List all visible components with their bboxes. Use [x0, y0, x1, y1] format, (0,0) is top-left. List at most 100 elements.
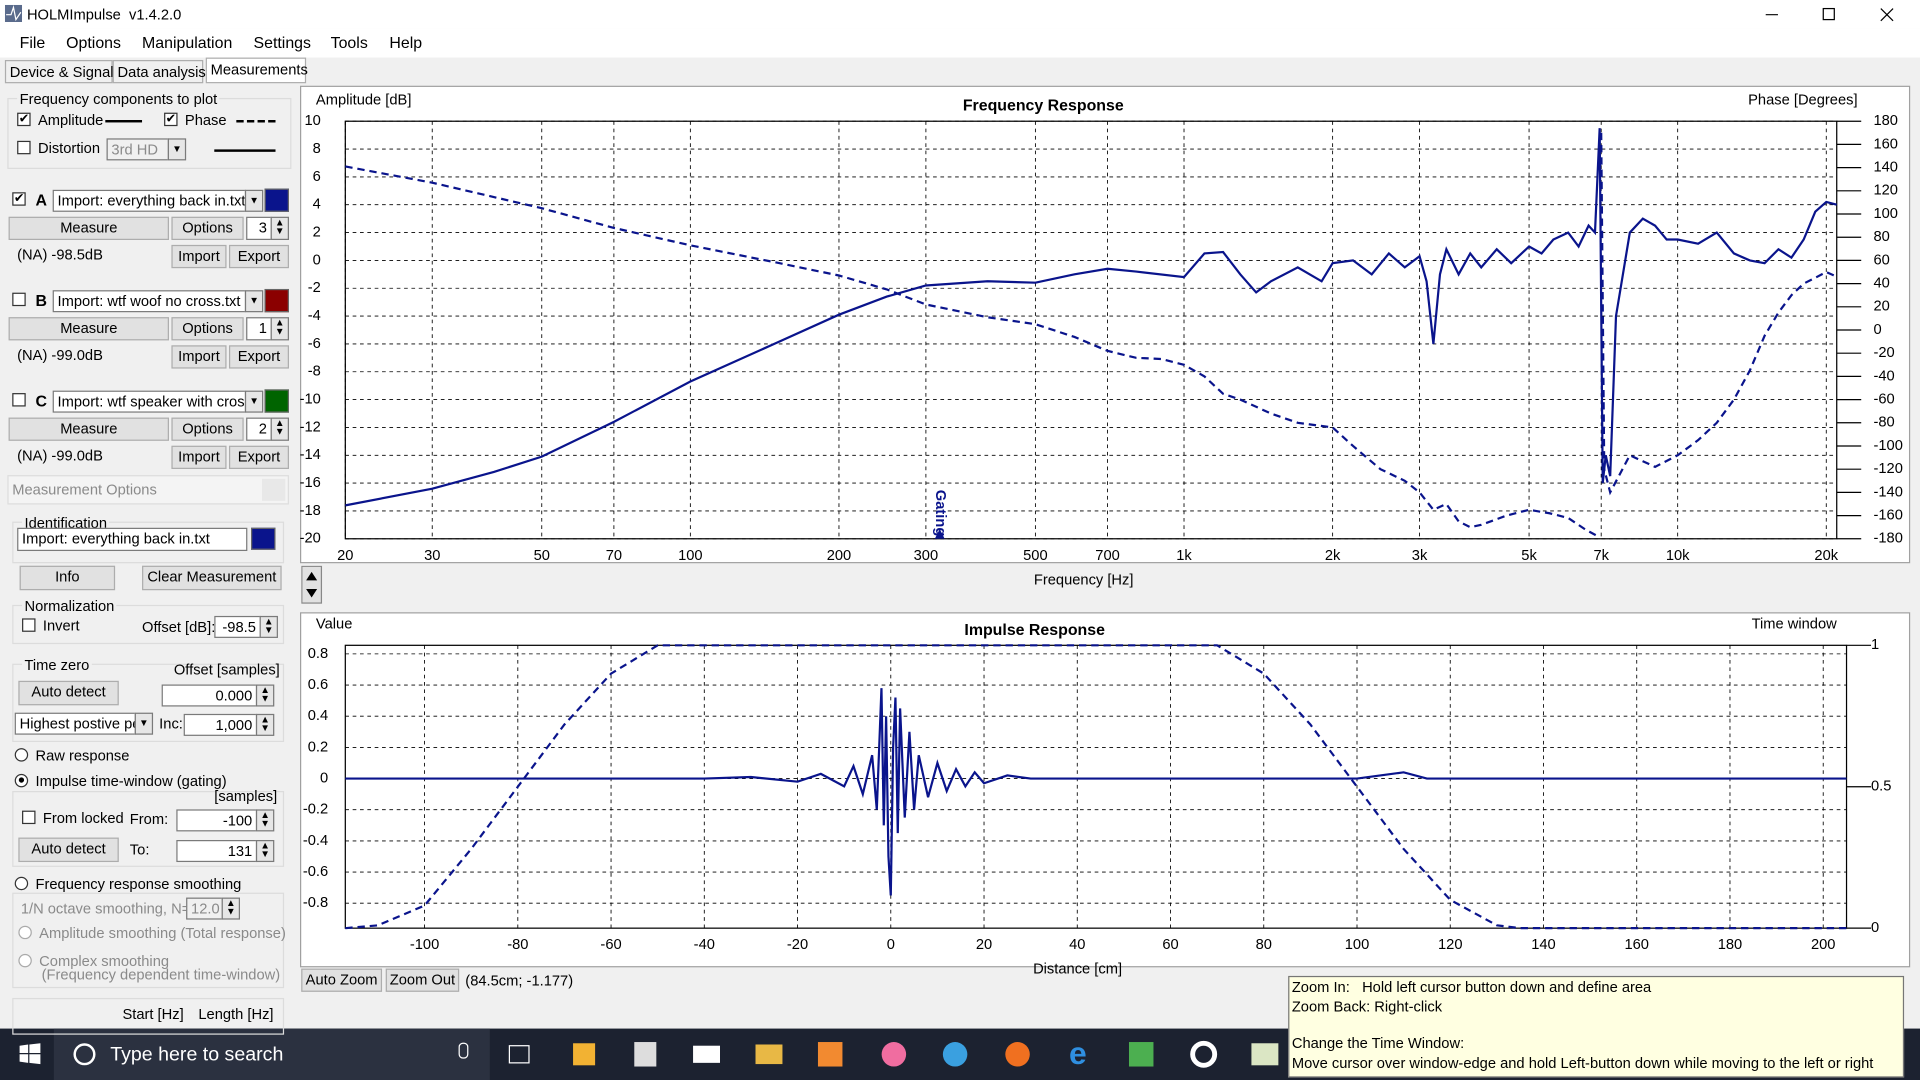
menu-item[interactable]: Help — [389, 33, 423, 52]
phase-check[interactable]: Phase — [184, 111, 227, 129]
count-spin-arrow[interactable]: ▲ ▼ — [270, 317, 289, 341]
auto-detect-button[interactable]: Auto detect — [18, 680, 119, 706]
amplitude-check[interactable]: Amplitude — [37, 111, 104, 129]
menu-item[interactable]: Options — [66, 33, 121, 52]
amplitude-smoothing-radio-box[interactable] — [18, 925, 32, 940]
options-button[interactable]: Options — [171, 417, 244, 441]
identification-color[interactable] — [251, 527, 276, 550]
clear-button[interactable]: Clear Measurement — [142, 565, 282, 591]
auto-detect-button-2[interactable]: Auto detect — [18, 837, 119, 863]
auto-zoom-button[interactable]: Auto Zoom — [301, 968, 383, 992]
close[interactable] — [1880, 8, 1894, 22]
identification-file[interactable]: Import: everything back in.txt — [17, 527, 248, 552]
export-button[interactable]: Export — [228, 345, 289, 369]
options-button[interactable]: Options — [171, 317, 244, 341]
chart-title: Frequency Response — [963, 98, 1124, 115]
invert-check[interactable]: Invert — [42, 617, 80, 635]
measurement-check-box[interactable] — [12, 292, 26, 307]
time-zero-input[interactable]: 0.000 — [161, 684, 258, 707]
from-input[interactable]: -100 — [176, 809, 258, 832]
measurement-color[interactable] — [264, 389, 289, 413]
search-placeholder[interactable]: Type here to search — [110, 1044, 284, 1066]
count-spin[interactable]: 1 — [246, 317, 272, 341]
smoothing-radio[interactable]: Frequency response smoothing — [35, 875, 242, 893]
complex-smoothing-radio-box[interactable] — [18, 953, 32, 968]
time-zero-input-arrow[interactable]: ▲ ▼ — [255, 684, 275, 707]
to-input-arrow[interactable]: ▲ ▼ — [255, 840, 275, 863]
window-controls — [1765, 7, 1894, 22]
menu-item[interactable]: Tools — [330, 33, 368, 52]
raw-radio-box[interactable] — [14, 748, 29, 762]
zoom-out-button[interactable]: Zoom Out — [385, 968, 460, 992]
menu-item[interactable]: Settings — [253, 33, 312, 52]
count-spin-arrow[interactable]: ▲ ▼ — [270, 417, 289, 441]
splitter-arrows[interactable] — [301, 565, 323, 605]
measure-button[interactable]: Measure — [8, 216, 169, 240]
measurement-file-arrow[interactable]: ▼ — [244, 290, 264, 313]
offset-input[interactable]: -98.5 — [214, 615, 261, 638]
distortion-select-arrow[interactable]: ▼ — [167, 138, 187, 161]
tab-label[interactable]: Measurements — [210, 61, 308, 79]
amplitude-smoothing-radio[interactable]: Amplitude smoothing (Total response) — [39, 924, 286, 942]
raw-radio[interactable]: Raw response — [35, 746, 130, 765]
from-input-arrow[interactable]: ▲ ▼ — [255, 809, 275, 832]
tab-label[interactable]: Data analysis — [117, 63, 206, 81]
octave-input[interactable]: 12.0 — [186, 897, 223, 920]
octave-input-arrow[interactable]: ▲ ▼ — [221, 897, 240, 920]
amplitude-check-box[interactable]: ✔ — [17, 112, 31, 127]
offset-input-arrow[interactable]: ▲ ▼ — [259, 615, 278, 638]
menu-item[interactable]: Manipulation — [142, 33, 233, 52]
app-icon — [4, 4, 23, 23]
measurement-file-arrow[interactable]: ▼ — [244, 390, 264, 413]
tab[interactable] — [112, 60, 204, 84]
phase-check-box[interactable]: ✔ — [164, 112, 178, 127]
measurement-check-box[interactable]: ✔ — [12, 192, 26, 206]
x-axis-label: Distance [cm] — [1033, 962, 1122, 978]
measurement-file[interactable]: Import: everything back in.txt — [52, 189, 247, 212]
import-button[interactable]: Import — [171, 244, 227, 269]
measurement-file[interactable]: Import: wtf speaker with cross.t — [52, 390, 247, 413]
search-box[interactable] — [53, 1028, 490, 1080]
measure-button[interactable]: Measure — [8, 317, 169, 341]
import-button[interactable]: Import — [171, 445, 227, 469]
detect-mode-select-arrow[interactable]: ▼ — [134, 712, 154, 735]
measurement-color[interactable] — [264, 288, 289, 313]
from-locked-check[interactable]: From locked — [42, 809, 124, 827]
tab[interactable] — [4, 60, 113, 84]
menu-item[interactable]: File — [19, 33, 46, 52]
tab-label[interactable]: Device & Signal — [9, 63, 114, 81]
import-button[interactable]: Import — [171, 345, 227, 369]
export-button[interactable]: Export — [228, 445, 289, 469]
complex-smoothing-radio[interactable]: Complex smoothing — [39, 952, 170, 970]
tab[interactable] — [205, 57, 307, 84]
measurement-color[interactable] — [264, 188, 289, 212]
restore[interactable] — [1822, 7, 1835, 21]
inc-input[interactable]: 1,000 — [183, 713, 258, 736]
export-button[interactable]: Export — [228, 244, 289, 269]
measurement-check-box[interactable] — [12, 393, 26, 407]
distortion-check-box[interactable] — [17, 140, 31, 155]
smoothing-radio-box[interactable] — [14, 876, 29, 891]
measurement-letter: B — [35, 291, 48, 310]
inc-input-arrow[interactable]: ▲ ▼ — [255, 713, 275, 736]
options-button[interactable]: Options — [171, 216, 244, 240]
options-close[interactable] — [262, 478, 286, 501]
distortion-check[interactable]: Distortion — [37, 139, 101, 157]
detect-mode-select[interactable]: Highest postive pe — [14, 712, 136, 735]
gating-radio-box[interactable]: ● — [14, 773, 29, 788]
from-locked-check-box[interactable] — [22, 810, 36, 825]
y2-axis-label: Time window — [1752, 616, 1838, 632]
invert-check-box[interactable] — [22, 618, 36, 632]
measurement-file[interactable]: Import: wtf woof no cross.txt — [52, 290, 247, 313]
gating-radio[interactable]: Impulse time-window (gating) — [35, 772, 227, 790]
measurement-file-arrow[interactable]: ▼ — [244, 189, 264, 212]
distortion-select[interactable]: 3rd HD — [106, 138, 169, 161]
count-spin-arrow[interactable]: ▲ ▼ — [270, 216, 289, 240]
measure-button[interactable]: Measure — [8, 417, 169, 441]
count-spin[interactable]: 2 — [246, 417, 272, 441]
y2-tick-label: -140 — [1873, 484, 1902, 500]
to-input[interactable]: 131 — [176, 840, 258, 863]
x-tick-label: 40 — [1069, 937, 1085, 953]
info-button[interactable]: Info — [19, 565, 116, 591]
count-spin[interactable]: 3 — [246, 216, 272, 240]
